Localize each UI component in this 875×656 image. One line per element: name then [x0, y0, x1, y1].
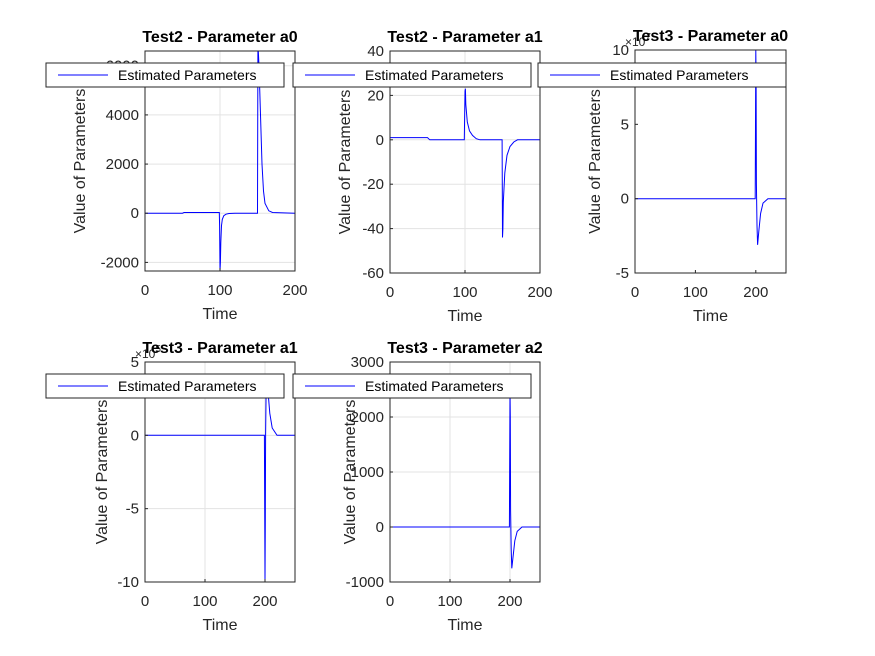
y-tick-label: 10	[612, 42, 629, 59]
y-tick-label: -1000	[346, 574, 384, 591]
x-axis-label: Time	[448, 308, 483, 325]
legend-label: Estimated Parameters	[118, 378, 257, 394]
x-axis-label: Time	[203, 617, 238, 634]
y-axis-label: Value of Parameters	[94, 400, 111, 545]
subplot-title: Test2 - Parameter a0	[142, 29, 297, 46]
y-tick-label: 3000	[351, 354, 384, 371]
exponent-label: ×105	[135, 344, 161, 361]
x-tick-label: 0	[386, 284, 394, 301]
y-tick-label: -60	[362, 265, 384, 282]
y-tick-label: -2000	[101, 254, 139, 271]
series-line	[390, 88, 540, 238]
y-tick-label: 5	[621, 116, 629, 133]
legend-label: Estimated Parameters	[365, 67, 504, 83]
x-axis-label: Time	[203, 306, 238, 323]
y-tick-label: 4000	[106, 107, 139, 124]
subplot-title: Test2 - Parameter a1	[387, 29, 542, 46]
x-tick-label: 200	[252, 593, 277, 610]
plot-area	[145, 362, 295, 582]
y-tick-label: 0	[131, 205, 139, 222]
legend: Estimated Parameters	[45, 62, 285, 88]
exponent-power: 7	[645, 32, 651, 43]
x-tick-label: 200	[282, 282, 307, 299]
y-tick-label: 2000	[351, 409, 384, 426]
legend: Estimated Parameters	[292, 62, 532, 88]
y-axis-label: Value of Parameters	[587, 89, 604, 234]
x-axis-label: Time	[448, 617, 483, 634]
subplot-title: Test3 - Parameter a0	[633, 28, 788, 45]
y-axis-label: Value of Parameters	[337, 90, 354, 235]
x-tick-label: 200	[497, 593, 522, 610]
series-line	[145, 51, 295, 271]
x-tick-label: 200	[527, 284, 552, 301]
y-tick-label: 40	[367, 43, 384, 60]
y-tick-label: 20	[367, 87, 384, 104]
y-tick-label: 5	[131, 354, 139, 371]
exponent-base: ×10	[135, 347, 156, 361]
y-tick-label: 0	[376, 519, 384, 536]
subplot-4: 0 100 200 -10 -5 0 5 Time Value of Parameters ×10…	[45, 340, 298, 634]
y-tick-label: 2000	[106, 156, 139, 173]
y-tick-label: -10	[117, 574, 139, 591]
x-tick-label: 0	[141, 593, 149, 610]
x-tick-label: 0	[386, 593, 394, 610]
exponent-label: ×107	[625, 32, 651, 49]
x-tick-label: 200	[743, 284, 768, 301]
legend: Estimated Parameters	[45, 373, 285, 399]
y-tick-label: 0	[376, 132, 384, 149]
legend-label: Estimated Parameters	[610, 67, 749, 83]
legend: Estimated Parameters	[537, 62, 787, 88]
y-tick-label: -5	[126, 501, 139, 518]
exponent-base: ×10	[625, 35, 646, 49]
x-tick-label: 100	[437, 593, 462, 610]
y-tick-label: -40	[362, 221, 384, 238]
y-axis-label: Value of Parameters	[342, 400, 359, 545]
axes-box	[144, 361, 296, 583]
x-tick-label: 100	[192, 593, 217, 610]
subplot-title: Test3 - Parameter a1	[142, 340, 297, 357]
y-tick-label: 0	[131, 427, 139, 444]
y-axis-label: Value of Parameters	[72, 89, 89, 234]
x-tick-label: 100	[683, 284, 708, 301]
x-tick-label: 100	[452, 284, 477, 301]
subplot-title: Test3 - Parameter a2	[387, 340, 542, 357]
y-tick-label: -5	[616, 265, 629, 282]
series-line	[390, 389, 540, 569]
axes-box	[634, 49, 787, 274]
x-tick-label: 0	[631, 284, 639, 301]
legend-label: Estimated Parameters	[365, 378, 504, 394]
subplot-2: 0 100 200 -60 -40 -20 0 20 40 Time Value of Parame…	[292, 29, 553, 325]
x-axis-label: Time	[693, 308, 728, 325]
legend: Estimated Parameters	[292, 373, 532, 399]
y-tick-label: -20	[362, 176, 384, 193]
y-tick-label: 0	[621, 191, 629, 208]
y-tick-label: 1000	[351, 464, 384, 481]
x-tick-label: 0	[141, 282, 149, 299]
legend-label: Estimated Parameters	[118, 67, 257, 83]
exponent-power: 5	[155, 344, 161, 355]
x-tick-label: 100	[207, 282, 232, 299]
